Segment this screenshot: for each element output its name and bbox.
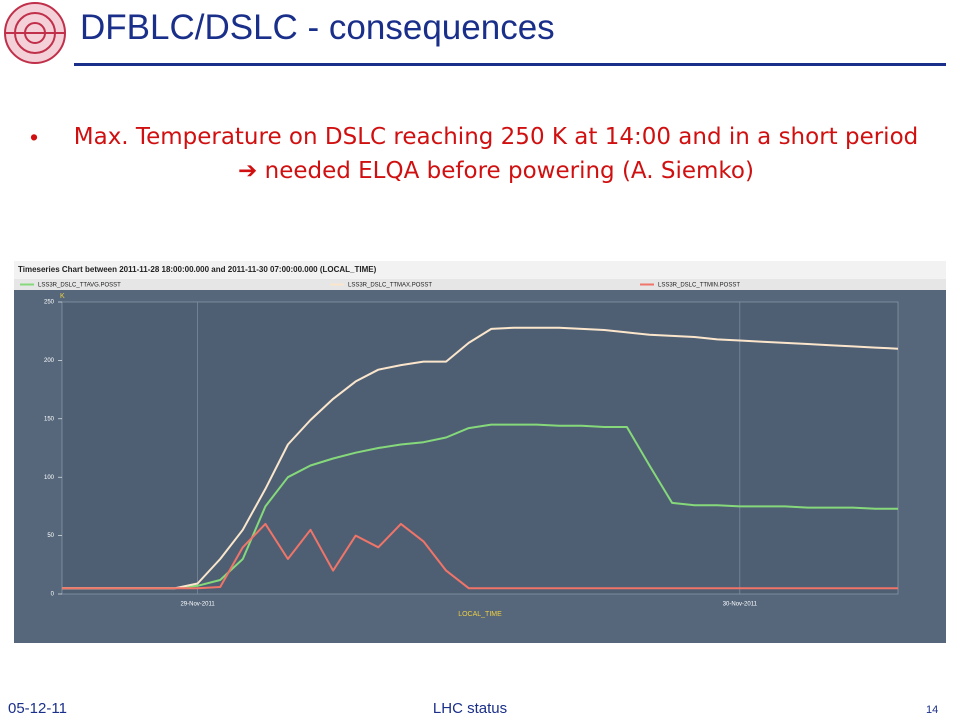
legend-bar bbox=[14, 279, 946, 290]
bullet-dot: • bbox=[30, 124, 39, 150]
logo bbox=[4, 2, 66, 64]
y-tick-label: 250 bbox=[44, 300, 55, 306]
slide-title: DFBLC/DSLC - consequences bbox=[80, 8, 555, 47]
y-tick-label: 0 bbox=[51, 592, 55, 598]
series-line bbox=[62, 423, 898, 590]
x-tick-label: 30-Nov-2011 bbox=[723, 602, 758, 608]
footer-date: 05-12-11 bbox=[8, 700, 67, 717]
chart-title: Timeseries Chart between 2011-11-28 18:0… bbox=[18, 265, 377, 274]
series-line bbox=[62, 522, 898, 590]
legend-label: LSS3R_DSLC_TTAVG.POSST bbox=[38, 283, 121, 289]
bullet-text: Max. Temperature on DSLC reaching 250 K … bbox=[73, 124, 919, 184]
footer-center: LHC status bbox=[432, 700, 508, 717]
y-tick-label: 50 bbox=[47, 533, 54, 539]
plot-area bbox=[61, 301, 899, 595]
legend-label: LSS3R_DSLC_TTMIN.POSST bbox=[658, 283, 740, 289]
page-number: 14 bbox=[926, 704, 939, 716]
title-bar bbox=[14, 261, 946, 279]
x-tick-label: 29-Nov-2011 bbox=[180, 602, 215, 608]
x-axis-label: LOCAL_TIME bbox=[458, 611, 502, 618]
title-rule bbox=[74, 63, 946, 66]
y-tick-label: 100 bbox=[44, 475, 55, 481]
series-line bbox=[62, 326, 899, 590]
chart: Timeseries Chart between 2011-11-28 18:0… bbox=[14, 261, 946, 643]
y-tick-label: 200 bbox=[44, 358, 55, 364]
y-axis-label: K bbox=[60, 293, 65, 300]
legend-label: LSS3R_DSLC_TTMAX.POSST bbox=[348, 283, 432, 289]
y-tick-label: 150 bbox=[44, 416, 55, 422]
